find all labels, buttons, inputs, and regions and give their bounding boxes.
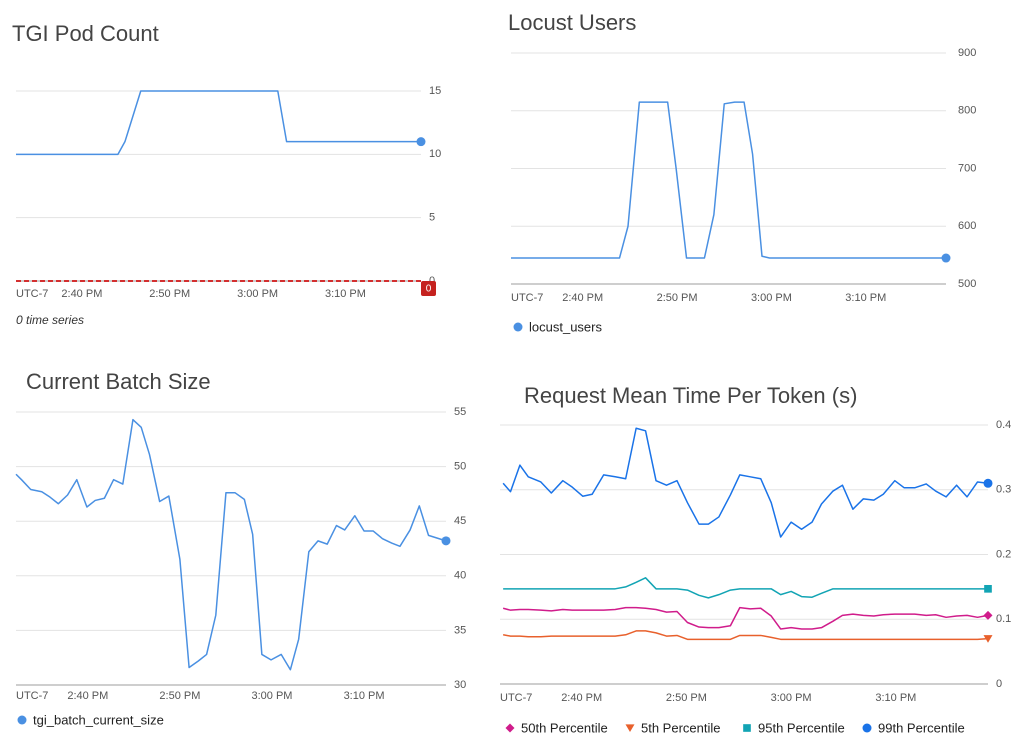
chart-title: Locust Users xyxy=(508,10,636,35)
y-tick-label: 800 xyxy=(958,105,976,117)
y-tick-label: 0.3 xyxy=(996,484,1011,496)
x-tick-label: 3:10 PM xyxy=(325,288,366,300)
y-tick-label: 30 xyxy=(454,679,466,691)
y-tick-label: 10 xyxy=(429,148,441,160)
x-tick-label: 3:10 PM xyxy=(344,690,385,702)
y-tick-label: 50 xyxy=(454,461,466,473)
legend-label: 50th Percentile xyxy=(521,720,608,735)
chart-title: TGI Pod Count xyxy=(12,21,159,46)
legend-label: 95th Percentile xyxy=(758,720,845,735)
x-tick-label: 3:10 PM xyxy=(845,292,886,304)
series-line xyxy=(511,101,946,259)
y-tick-label: 55 xyxy=(454,406,466,418)
y-tick-label: 600 xyxy=(958,220,976,232)
x-tick-label: 2:50 PM xyxy=(149,288,190,300)
legend-label: tgi_batch_current_size xyxy=(33,712,164,727)
series-line xyxy=(16,90,421,156)
threshold-badge xyxy=(421,281,436,296)
y-tick-label: 500 xyxy=(958,278,976,290)
y-tick-label: 45 xyxy=(454,515,466,527)
marker xyxy=(441,536,451,546)
x-tick-label: 2:40 PM xyxy=(562,292,603,304)
marker xyxy=(983,478,993,488)
legend-marker xyxy=(625,724,635,733)
series-line xyxy=(503,630,989,641)
chart-title: Current Batch Size xyxy=(26,369,211,394)
timezone-label: UTC-7 xyxy=(16,690,48,702)
legend-marker xyxy=(513,322,523,332)
x-tick-label: 3:00 PM xyxy=(751,292,792,304)
series-line xyxy=(503,577,988,599)
x-tick-label: 3:00 PM xyxy=(771,692,812,704)
timezone-label: UTC-7 xyxy=(16,288,48,300)
marker xyxy=(983,610,993,620)
x-tick-label: 2:40 PM xyxy=(561,692,602,704)
x-tick-label: 3:10 PM xyxy=(875,692,916,704)
chart-title: Request Mean Time Per Token (s) xyxy=(524,383,857,408)
x-tick-label: 2:50 PM xyxy=(159,690,200,702)
y-tick-label: 0 xyxy=(996,678,1002,690)
y-tick-label: 5 xyxy=(429,212,435,224)
marker xyxy=(984,584,992,593)
y-tick-label: 0.2 xyxy=(996,548,1011,560)
note: 0 time series xyxy=(16,313,84,327)
legend-label: 5th Percentile xyxy=(641,720,721,735)
series-line xyxy=(502,606,989,630)
y-tick-label: 40 xyxy=(454,570,466,582)
timezone-label: UTC-7 xyxy=(500,692,532,704)
y-tick-label: 0 xyxy=(429,275,435,287)
series-line xyxy=(15,418,447,671)
x-tick-label: 2:40 PM xyxy=(67,690,108,702)
y-tick-label: 15 xyxy=(429,85,441,97)
x-tick-label: 2:50 PM xyxy=(657,292,698,304)
marker xyxy=(416,137,426,147)
legend-marker xyxy=(743,724,751,732)
legend-marker xyxy=(862,723,872,733)
x-tick-label: 2:50 PM xyxy=(666,692,707,704)
y-tick-label: 0.4 xyxy=(996,419,1011,431)
legend-label: 99th Percentile xyxy=(878,720,965,735)
x-tick-label: 3:00 PM xyxy=(237,288,278,300)
x-tick-label: 2:40 PM xyxy=(61,288,102,300)
timezone-label: UTC-7 xyxy=(511,292,543,304)
y-tick-label: 35 xyxy=(454,624,466,636)
y-tick-label: 900 xyxy=(958,47,976,59)
y-tick-label: 0.1 xyxy=(996,613,1011,625)
marker xyxy=(941,253,951,263)
series-line xyxy=(502,427,989,538)
legend-label: locust_users xyxy=(529,319,602,334)
y-tick-label: 700 xyxy=(958,162,976,174)
legend-marker xyxy=(505,723,515,733)
x-tick-label: 3:00 PM xyxy=(251,690,292,702)
threshold-label: 0 xyxy=(426,284,432,295)
legend-marker xyxy=(17,715,27,725)
marker xyxy=(983,635,993,643)
